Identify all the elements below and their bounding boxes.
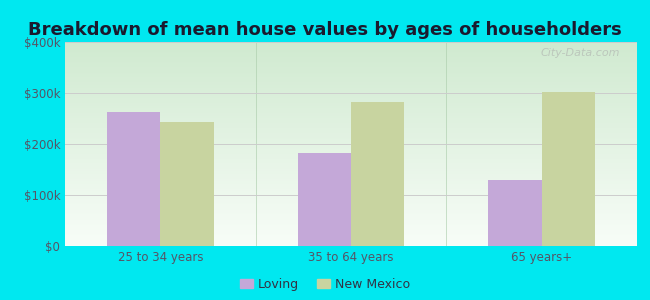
Text: Breakdown of mean house values by ages of householders: Breakdown of mean house values by ages o… [28,21,622,39]
Bar [488,180,541,246]
Bar [541,92,595,246]
Bar [107,112,161,246]
Legend: Loving, New Mexico: Loving, New Mexico [240,278,410,291]
Bar [298,153,351,246]
Text: City-Data.com: City-Data.com [540,48,620,58]
Bar [161,122,214,246]
Bar [351,102,404,246]
